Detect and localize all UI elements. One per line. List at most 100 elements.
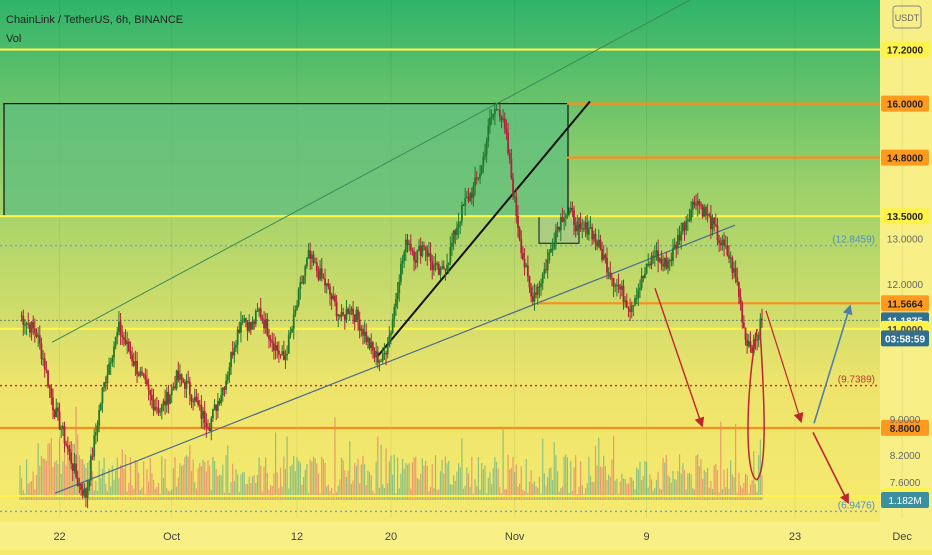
- volume-bar: [364, 464, 366, 500]
- volume-bar: [85, 468, 87, 500]
- arrow-up[interactable]: [813, 304, 853, 424]
- volume-bar: [616, 478, 618, 500]
- volume-bar: [547, 477, 549, 500]
- volume-bar: [25, 459, 28, 500]
- volume-bar: [476, 486, 478, 500]
- candle-body: [157, 408, 160, 413]
- volume-bar: [649, 474, 651, 500]
- candle-body: [670, 259, 673, 262]
- volume-bar: [123, 468, 125, 500]
- volume-bar: [601, 467, 603, 500]
- supply-zone[interactable]: [3, 102, 569, 217]
- candle-body: [45, 369, 48, 371]
- candle-body: [320, 268, 323, 278]
- volume-bar: [692, 488, 694, 500]
- candle-body: [281, 351, 284, 355]
- arrow-down-1[interactable]: [654, 288, 705, 428]
- volume-bar: [711, 489, 714, 500]
- volume-bar: [256, 474, 259, 500]
- candle-body: [165, 391, 168, 406]
- candle-body: [630, 305, 633, 312]
- candle-body: [375, 351, 378, 358]
- volume-bar: [548, 468, 550, 500]
- candle-body: [330, 294, 333, 300]
- volume-bar: [205, 471, 207, 500]
- candle-body: [629, 309, 631, 312]
- candle-body: [96, 425, 99, 432]
- candle-body: [495, 109, 498, 111]
- volume-bar: [458, 463, 460, 500]
- volume-bar: [581, 485, 583, 500]
- volume-bar: [80, 458, 82, 500]
- candle-body: [513, 196, 516, 198]
- volume-bar: [40, 456, 43, 500]
- volume-bar: [157, 483, 160, 500]
- volume-bar: [129, 457, 132, 500]
- candle-body: [202, 410, 204, 419]
- volume-bar: [434, 455, 437, 500]
- volume-bar: [184, 456, 186, 500]
- candle-body: [487, 125, 490, 142]
- candle-body: [728, 255, 730, 259]
- x-tick-label-5: 9: [644, 531, 650, 543]
- channel-upper[interactable]: [51, 0, 691, 343]
- candle-body: [556, 226, 559, 230]
- candle-body: [340, 312, 343, 317]
- candle-body: [70, 452, 73, 464]
- volume-bar: [403, 468, 405, 500]
- volume-bar: [702, 478, 704, 500]
- candle-body: [757, 335, 760, 341]
- arrow-down-2[interactable]: [765, 310, 804, 424]
- candle-body: [500, 116, 503, 120]
- channel-lower[interactable]: [54, 224, 736, 494]
- volume-bar: [733, 477, 735, 500]
- candle-body: [28, 324, 31, 333]
- candle-body: [695, 204, 697, 206]
- volume-bar: [245, 484, 247, 500]
- candle-body: [756, 339, 758, 341]
- candle-body: [65, 443, 68, 446]
- volume-bar: [683, 470, 686, 500]
- candle-body: [742, 322, 745, 328]
- candle-body: [426, 250, 429, 257]
- candle-body: [569, 208, 572, 212]
- trend-line[interactable]: [377, 100, 591, 357]
- candle-body: [414, 260, 417, 263]
- candle-body: [479, 173, 481, 179]
- volume-bar: [281, 486, 283, 500]
- candle-body: [401, 261, 404, 264]
- volume-bar: [296, 457, 298, 500]
- candle-body: [490, 117, 493, 119]
- candle-body: [434, 263, 437, 266]
- candle-body: [362, 328, 364, 336]
- candle-body: [332, 295, 335, 300]
- currency-badge-box[interactable]: [892, 5, 922, 29]
- candle-body: [452, 230, 455, 243]
- candle-body: [611, 278, 613, 280]
- candle-body: [691, 201, 694, 210]
- candle-body: [306, 258, 308, 267]
- volume-bar: [665, 454, 667, 500]
- candle-body: [678, 235, 681, 241]
- candle-body: [154, 407, 157, 411]
- volume-bar: [520, 466, 522, 500]
- volume-bar: [258, 457, 260, 500]
- candle-body: [302, 275, 305, 284]
- candle-body: [520, 239, 523, 254]
- volume-bar: [271, 486, 273, 500]
- volume-bar: [497, 468, 499, 500]
- candle-body: [456, 227, 458, 236]
- candle-body: [109, 362, 112, 364]
- volume-bar: [246, 483, 249, 500]
- volume-bar: [636, 467, 638, 500]
- volume-bar: [370, 475, 372, 500]
- volume-bar: [697, 454, 699, 500]
- volume-bar: [410, 488, 412, 500]
- candle-body: [233, 347, 236, 356]
- arrow-down-3[interactable]: [812, 432, 849, 505]
- candle-body: [348, 311, 351, 315]
- candle-body: [149, 389, 152, 396]
- candle-body: [147, 384, 150, 390]
- volume-bar: [482, 469, 484, 500]
